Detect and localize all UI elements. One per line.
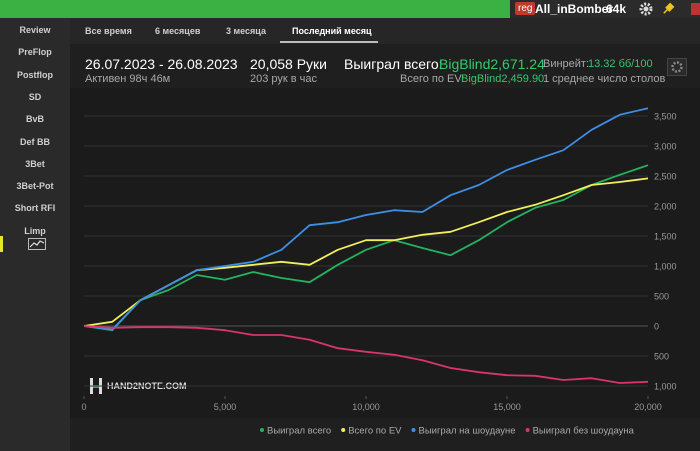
x-tick-label: 10,000: [352, 402, 380, 412]
tab[interactable]: 3 месяца: [226, 26, 266, 36]
active-indicator: [0, 236, 3, 252]
username[interactable]: All_inBomber: [535, 2, 614, 16]
tab-bar: Все время 6 месяцев 3 месяца Последний меся…: [70, 18, 700, 44]
settings-icon[interactable]: [639, 2, 653, 16]
y-tick-label: 1,000: [654, 262, 677, 272]
legend-marker: [341, 428, 346, 432]
legend-label[interactable]: Выиграл всего: [267, 426, 331, 437]
x-tick-label: 15,000: [493, 402, 521, 412]
close-button[interactable]: [691, 3, 700, 15]
active-time: Активен 98ч 46м: [85, 73, 171, 85]
won-value: BigBlind2,671.24: [439, 56, 545, 72]
legend-marker: [525, 428, 530, 432]
sidebar-item[interactable]: 3Bet: [25, 158, 45, 169]
title-bar: [0, 0, 510, 18]
y-tick-label: 1,000: [654, 382, 677, 392]
y-tick-label: 500: [654, 292, 669, 302]
series-line: [83, 164, 649, 332]
legend-marker: [260, 428, 264, 432]
date-range: 26.07.2023 - 26.08.2023: [85, 56, 238, 72]
sidebar: Review PreFlop Postflop SD BvB Def BB 3Bet 3Bet…: [0, 18, 70, 451]
x-tick-label: 20,000: [634, 402, 662, 412]
winrate-label: Винрейт:: [543, 58, 590, 70]
sidebar-item[interactable]: PreFlop: [18, 47, 52, 58]
sidebar-item[interactable]: Def BB: [19, 136, 50, 147]
y-tick-label: 2,000: [654, 202, 677, 212]
legend-label[interactable]: Выиграл на шоудауне: [419, 426, 516, 437]
sidebar-item[interactable]: Postflop: [17, 69, 53, 80]
plot-background: [70, 88, 700, 418]
tables: 1 среднее число столов: [543, 73, 666, 85]
graph-icon[interactable]: [28, 238, 46, 250]
sidebar-item[interactable]: Limp: [24, 225, 46, 236]
hands: 20,058 Руки: [250, 56, 327, 72]
sidebar-item[interactable]: Review: [19, 25, 51, 35]
tab[interactable]: Все время: [85, 26, 132, 36]
chart-settings[interactable]: [667, 58, 687, 76]
ev-label: Всего по EV:: [400, 73, 465, 85]
y-tick-label: 500: [654, 352, 669, 362]
series-line: [83, 325, 649, 384]
legend-label[interactable]: Всего по EV: [348, 426, 402, 437]
pin-icon[interactable]: [662, 2, 675, 16]
y-tick-label: 1,500: [654, 232, 677, 242]
sidebar-item[interactable]: SD: [28, 91, 42, 102]
window-icons: [639, 2, 700, 16]
y-tick-label: 2,500: [654, 172, 677, 182]
chart: HAND2NOTE.COM 1,00050005001,0001,5002,00…: [70, 88, 700, 437]
series-line: [83, 107, 649, 331]
sidebar-item[interactable]: 3Bet-Pot: [16, 181, 54, 192]
won-label: Выиграл всего:: [344, 56, 443, 72]
x-tick-label: 5,000: [214, 402, 237, 412]
legend-marker: [411, 428, 416, 432]
y-tick-label: 3,500: [654, 112, 677, 122]
sidebar-item[interactable]: Short RFI: [14, 203, 56, 214]
ev-value: BigBlind2,459.90: [461, 73, 545, 85]
hands-per-hour: 203 рук в час: [250, 73, 318, 85]
tab[interactable]: 6 месяцев: [155, 26, 201, 36]
tab[interactable]: Последний месяц: [292, 26, 372, 36]
y-tick-label: 0: [654, 322, 659, 332]
tab-underline: [280, 41, 378, 43]
winrate-value: 13.32 бб/100: [588, 58, 653, 70]
account-bar: [510, 0, 700, 18]
amount: 64k: [606, 2, 627, 16]
sidebar-item[interactable]: BvB: [25, 114, 44, 125]
x-tick-label: 0: [81, 402, 86, 412]
badge: reg: [515, 2, 536, 15]
y-tick-label: 3,000: [654, 142, 677, 152]
legend-label[interactable]: Выиграл без шоудауна: [533, 426, 635, 437]
